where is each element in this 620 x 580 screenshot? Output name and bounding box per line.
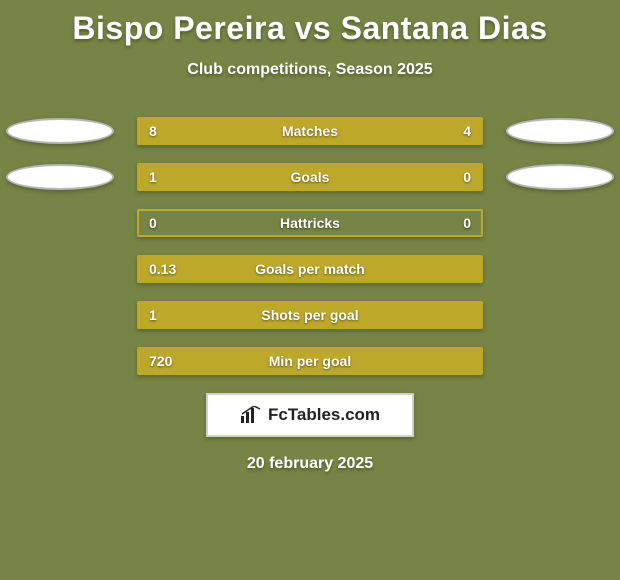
stat-bar-fill-right: [396, 165, 482, 189]
stat-bar-fill-left: [139, 119, 366, 143]
chart-icon: [240, 406, 262, 424]
stat-value-left: 0: [149, 211, 157, 235]
stat-bar: Hattricks0 0: [137, 209, 483, 237]
stat-bar-fill-left: [139, 349, 481, 373]
stat-bar: Matches84: [137, 117, 483, 145]
stat-bar-fill-left: [139, 303, 481, 327]
stat-bar: Goals per match0.13: [137, 255, 483, 283]
stat-row: Min per goal720: [0, 347, 620, 375]
player-right-avatar: [506, 118, 614, 144]
stat-row: Matches84: [0, 117, 620, 145]
stat-row: Shots per goal1: [0, 301, 620, 329]
stat-bar-fill-left: [139, 257, 481, 281]
brand-logo: FcTables.com: [206, 393, 414, 437]
stat-bar: Shots per goal1: [137, 301, 483, 329]
stat-label: Hattricks: [139, 211, 481, 235]
stats-container: Matches84 Goals10 Hattricks0 0 Goals per mat…: [0, 117, 620, 375]
stat-bar: Goals10: [137, 163, 483, 191]
player-right-avatar: [506, 164, 614, 190]
stat-bar: Min per goal720: [137, 347, 483, 375]
brand-text: FcTables.com: [268, 405, 380, 425]
stat-row: Hattricks0 0: [0, 209, 620, 237]
stat-bar-fill-left: [139, 165, 396, 189]
stat-row: Goals per match0.13: [0, 255, 620, 283]
player-left-avatar: [6, 118, 114, 144]
footer-date: 20 february 2025: [0, 455, 620, 473]
player-left-avatar: [6, 164, 114, 190]
stat-row: Goals10: [0, 163, 620, 191]
stat-value-right: 0: [463, 211, 471, 235]
stat-bar-fill-right: [366, 119, 481, 143]
page-title: Bispo Pereira vs Santana Dias: [0, 0, 620, 47]
subtitle: Club competitions, Season 2025: [0, 61, 620, 79]
